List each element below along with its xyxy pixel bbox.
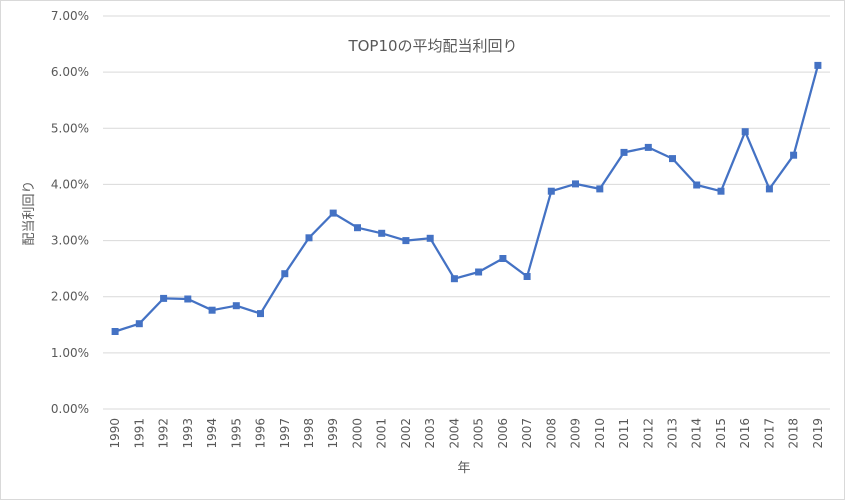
x-tick-label: 1993 <box>181 418 195 449</box>
data-point <box>378 229 386 237</box>
x-tick-label: 2009 <box>569 418 583 449</box>
x-tick-label: 2019 <box>811 418 825 449</box>
y-tick-label: 6.00% <box>51 65 89 79</box>
x-tick-label: 2007 <box>520 418 534 449</box>
data-point <box>475 268 483 276</box>
data-point <box>765 185 773 193</box>
x-tick-label: 1990 <box>108 418 122 449</box>
data-point <box>523 273 531 280</box>
x-tick-label: 2014 <box>690 418 704 449</box>
data-point <box>547 187 555 195</box>
x-tick-label: 2002 <box>399 418 413 449</box>
data-point <box>790 151 798 159</box>
data-point <box>620 148 628 156</box>
x-tick-label: 1997 <box>278 418 292 449</box>
x-axis-tick-labels: 1990 1991 1992 1993 1994 1995 1996 1997 1998 1999… <box>108 418 825 449</box>
y-tick-label: 7.00% <box>51 9 89 23</box>
x-tick-label: 1996 <box>254 418 268 449</box>
x-tick-label: 2011 <box>617 418 631 449</box>
data-point <box>693 181 701 189</box>
data-point <box>208 306 216 314</box>
data-point <box>281 270 289 278</box>
data-point <box>499 255 507 262</box>
data-point <box>717 187 725 195</box>
x-tick-label: 1991 <box>132 418 146 449</box>
data-point <box>354 224 361 232</box>
series-line <box>114 65 819 333</box>
y-tick-label: 4.00% <box>51 177 89 191</box>
y-tick-label: 1.00% <box>51 346 89 360</box>
data-point <box>402 237 410 245</box>
data-point <box>329 209 337 217</box>
x-tick-label: 2018 <box>787 418 801 449</box>
data-point <box>741 128 749 136</box>
data-point <box>135 320 143 328</box>
data-point <box>111 328 119 335</box>
x-tick-label: 2012 <box>641 418 655 449</box>
data-point <box>160 294 168 302</box>
x-axis-title: 年 <box>457 461 470 476</box>
data-point <box>305 234 313 242</box>
x-tick-label: 2004 <box>447 418 461 449</box>
gridlines <box>103 15 830 410</box>
x-tick-label: 1994 <box>205 418 219 449</box>
x-tick-label: 1999 <box>326 418 340 449</box>
y-axis-tick-labels: 0.00% 1.00% 2.00% 3.00% 4.00% 5.00% 6.00% 7.00% <box>51 9 89 416</box>
x-tick-label: 2008 <box>544 418 558 449</box>
chart-title: TOP10の平均配当利回り <box>347 37 517 55</box>
data-point <box>184 295 192 303</box>
data-point <box>257 310 264 318</box>
x-tick-label: 2000 <box>350 418 364 449</box>
y-tick-label: 0.00% <box>51 402 89 416</box>
x-tick-label: 2010 <box>593 418 607 449</box>
data-point <box>572 180 579 188</box>
x-tick-label: 2013 <box>665 418 679 449</box>
x-tick-label: 2005 <box>472 418 486 449</box>
x-tick-label: 1992 <box>157 418 171 449</box>
data-point <box>644 143 652 151</box>
y-tick-label: 5.00% <box>51 121 89 135</box>
x-tick-label: 2006 <box>496 418 510 449</box>
y-axis-title: 配当利回り <box>22 180 37 245</box>
x-tick-label: 2016 <box>738 418 752 449</box>
x-tick-label: 2003 <box>423 418 437 449</box>
data-point <box>450 275 458 283</box>
x-tick-label: 2017 <box>762 418 776 449</box>
data-point <box>426 234 434 242</box>
x-tick-label: 2001 <box>375 418 389 449</box>
series-layer <box>111 61 822 335</box>
data-point <box>596 185 604 193</box>
data-point <box>232 302 240 310</box>
x-tick-label: 2015 <box>714 418 728 449</box>
x-tick-label: 1995 <box>229 418 243 449</box>
x-tick-label: 1998 <box>302 418 316 449</box>
y-tick-label: 3.00% <box>51 234 89 248</box>
data-point <box>814 61 822 69</box>
data-point <box>669 155 676 163</box>
y-tick-label: 2.00% <box>51 290 89 304</box>
